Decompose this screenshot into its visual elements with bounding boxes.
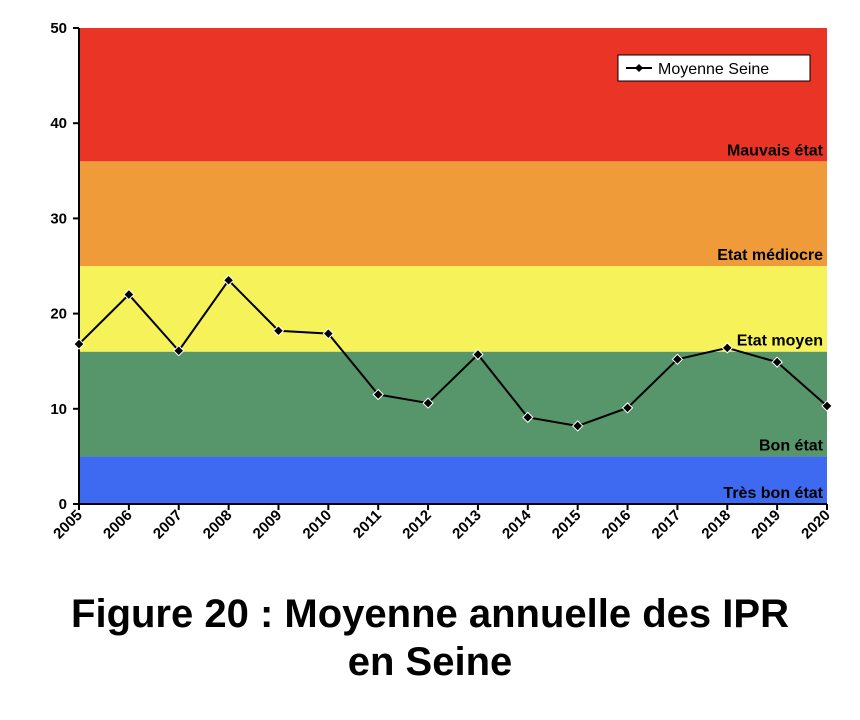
- x-tick-label-12: 2017: [649, 507, 685, 543]
- data-point-2: [173, 345, 185, 357]
- x-tick-label-8: 2013: [449, 507, 485, 543]
- data-point-10: [571, 420, 584, 432]
- figure-caption: Figure 20 : Moyenne annuelle des IPR en …: [0, 590, 860, 686]
- data-point-15: [821, 400, 833, 412]
- data-point-9: [522, 411, 534, 424]
- data-point-13: [721, 342, 733, 354]
- data-point-7: [422, 397, 434, 409]
- band-label-4: Mauvais état: [727, 142, 824, 159]
- band-label-3: Etat médiocre: [717, 247, 823, 264]
- y-tick-label-4: 40: [50, 115, 67, 132]
- x-tick-label-6: 2011: [350, 507, 385, 542]
- x-tick-label-4: 2009: [250, 507, 286, 543]
- caption-line-2: en Seine: [347, 640, 513, 684]
- band-label-2: Etat moyen: [737, 333, 823, 350]
- y-tick-label-3: 30: [50, 210, 67, 227]
- legend-marker-sample: [635, 64, 643, 72]
- chart: Très bon état Bon état Etat moyen Etat médi…: [50, 20, 834, 543]
- x-tick-label-15: 2020: [798, 507, 834, 543]
- y-tick-label-2: 20: [50, 306, 67, 323]
- y-tick-label-1: 10: [50, 401, 67, 418]
- x-tick-label-7: 2012: [399, 507, 435, 543]
- series-line-0: [78, 278, 828, 427]
- x-tick-label-1: 2006: [100, 507, 136, 543]
- data-point-3: [222, 274, 235, 286]
- band-0: [79, 456, 827, 504]
- data-point-0: [73, 338, 85, 350]
- band-label-0: Très bon état: [723, 485, 823, 502]
- data-point-4: [272, 325, 285, 337]
- x-tick-label-14: 2019: [748, 507, 784, 543]
- band-labels: Très bon état Bon état Etat moyen Etat médi…: [717, 142, 823, 502]
- y-tick-label-0: 0: [59, 496, 67, 513]
- data-point-11: [621, 402, 634, 414]
- data-point-12: [671, 353, 684, 366]
- x-tick-label-10: 2015: [549, 507, 585, 543]
- x-tick-label-3: 2008: [200, 507, 236, 543]
- status-bands: [79, 28, 827, 504]
- data-point-8: [472, 348, 484, 361]
- legend: Moyenne Seine: [617, 54, 811, 82]
- data-point-5: [322, 327, 335, 340]
- band-3: [79, 161, 827, 266]
- caption-line-1: Figure 20 : Moyenne annuelle des IPR: [71, 592, 789, 636]
- band-1: [79, 351, 827, 457]
- data-point-6: [372, 388, 384, 401]
- data-point-1: [123, 288, 135, 301]
- x-tick-label-13: 2018: [698, 507, 734, 543]
- data-point-14: [771, 356, 783, 368]
- x-tick-label-0: 2005: [50, 507, 86, 543]
- x-tick-label-11: 2016: [599, 507, 635, 543]
- band-4: [79, 28, 827, 162]
- x-tick-label-9: 2014: [499, 506, 535, 542]
- band-label-1: Bon état: [759, 437, 824, 454]
- legend-label: Moyenne Seine: [658, 61, 769, 78]
- y-tick-label-5: 50: [50, 20, 67, 37]
- series-moyenne-seine: [73, 274, 833, 432]
- x-tick-label-5: 2010: [300, 507, 336, 543]
- band-2: [79, 266, 827, 352]
- x-tick-label-2: 2007: [150, 507, 186, 543]
